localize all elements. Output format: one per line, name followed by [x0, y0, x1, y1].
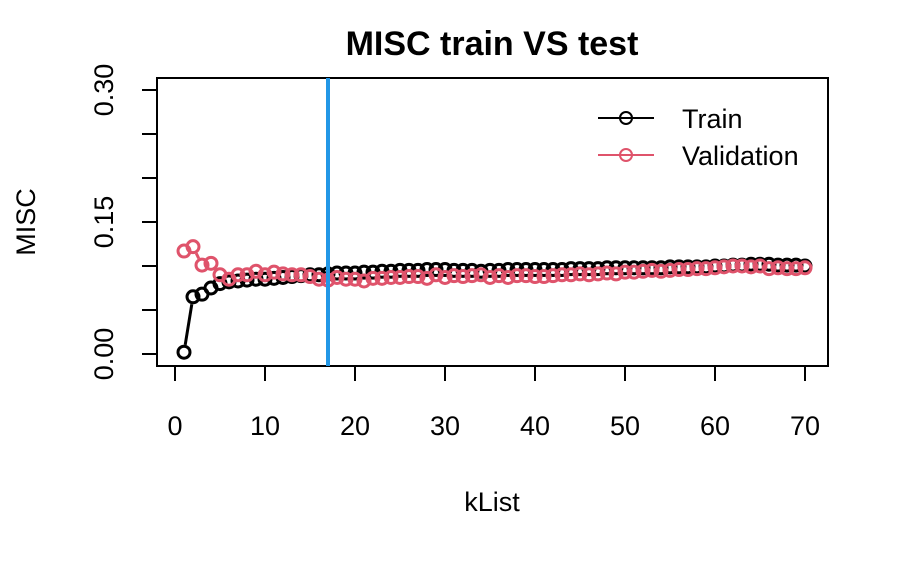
- data-point-validation: [230, 267, 246, 283]
- x-axis-label: kList: [464, 487, 520, 517]
- data-point-validation: [275, 266, 291, 282]
- legend-marker-validation: [619, 148, 633, 162]
- data-point-validation: [266, 264, 282, 280]
- chart-title: MISC train VS test: [346, 25, 639, 63]
- data-point-validation: [194, 257, 210, 273]
- x-tick-label: 20: [340, 411, 370, 441]
- data-point-validation: [761, 261, 777, 277]
- data-point-validation: [617, 264, 633, 280]
- x-tick-label: 50: [610, 411, 640, 441]
- data-point-validation: [473, 267, 489, 283]
- data-point-validation: [338, 271, 354, 287]
- data-point-validation: [788, 261, 804, 277]
- x-tick-label: 0: [167, 411, 182, 441]
- data-point-validation: [491, 268, 507, 284]
- x-axis: 0 10 20 30 40 50 60 70: [167, 365, 820, 441]
- data-point-validation: [707, 260, 723, 276]
- data-point-validation: [203, 255, 219, 271]
- data-point-validation: [770, 260, 786, 276]
- data-point-validation: [752, 258, 768, 274]
- data-point-validation: [374, 270, 390, 286]
- data-point-validation: [572, 266, 588, 282]
- data-point-validation: [590, 266, 606, 282]
- series-validation: [176, 239, 813, 289]
- x-tick-label: 40: [520, 411, 550, 441]
- data-point-validation: [716, 259, 732, 275]
- data-point-validation: [185, 239, 201, 255]
- y-axis: 0.00 0.15 0.30: [89, 64, 158, 381]
- data-point-validation: [554, 267, 570, 283]
- data-point-validation: [626, 264, 642, 280]
- data-point-validation: [329, 269, 345, 285]
- data-point-validation: [383, 269, 399, 285]
- data-point-validation: [545, 268, 561, 284]
- data-point-validation: [509, 268, 525, 284]
- data-point-validation: [311, 271, 327, 287]
- legend-item-train: Train: [598, 104, 743, 134]
- data-point-validation: [653, 263, 669, 279]
- data-point-train: [491, 262, 507, 278]
- y-tick-label: 0.00: [89, 328, 119, 381]
- series-segment-validation: [194, 252, 201, 260]
- x-tick-label: 60: [700, 411, 730, 441]
- data-point-validation: [365, 270, 381, 286]
- series-segment-train: [183, 303, 194, 346]
- legend-label-train: Train: [682, 104, 743, 134]
- data-point-validation: [743, 259, 759, 275]
- data-point-validation: [428, 267, 444, 283]
- data-point-train: [185, 289, 201, 305]
- legend-marker-train: [619, 111, 633, 125]
- data-point-validation: [725, 258, 741, 274]
- data-point-validation: [257, 267, 273, 283]
- data-point-validation: [635, 263, 651, 279]
- data-point-validation: [293, 267, 309, 283]
- data-point-validation: [302, 269, 318, 285]
- data-point-validation: [455, 269, 471, 285]
- series-layer: [176, 239, 813, 360]
- data-point-validation: [446, 268, 462, 284]
- data-point-validation: [356, 273, 372, 289]
- data-point-validation: [734, 258, 750, 274]
- x-tick-label: 10: [250, 411, 280, 441]
- data-point-validation: [536, 269, 552, 285]
- y-tick-label: 0.30: [89, 64, 119, 117]
- data-point-validation: [599, 265, 615, 281]
- y-tick-label: 0.15: [89, 196, 119, 249]
- data-point-validation: [392, 269, 408, 285]
- x-tick-label: 30: [430, 411, 460, 441]
- data-point-validation: [518, 268, 534, 284]
- legend-item-validation: Validation: [598, 141, 799, 171]
- data-point-validation: [608, 266, 624, 282]
- data-point-validation: [527, 269, 543, 285]
- data-point-validation: [779, 261, 795, 277]
- data-point-validation: [563, 267, 579, 283]
- data-point-train: [176, 344, 192, 360]
- data-point-validation: [671, 262, 687, 278]
- data-point-validation: [689, 261, 705, 277]
- x-tick-label: 70: [790, 411, 820, 441]
- data-point-validation: [410, 269, 426, 285]
- data-point-validation: [437, 269, 453, 285]
- data-point-train: [428, 262, 444, 278]
- data-point-validation: [347, 271, 363, 287]
- data-point-validation: [662, 262, 678, 278]
- data-point-validation: [644, 262, 660, 278]
- data-point-validation: [680, 262, 696, 278]
- y-axis-label: MISC: [11, 188, 41, 256]
- data-point-validation: [284, 267, 300, 283]
- data-point-validation: [482, 269, 498, 285]
- data-point-validation: [581, 267, 597, 283]
- data-point-validation: [401, 269, 417, 285]
- legend-label-validation: Validation: [682, 141, 799, 171]
- data-point-validation: [698, 261, 714, 277]
- data-point-validation: [797, 260, 813, 276]
- data-point-validation: [500, 269, 516, 285]
- legend: Train Validation: [598, 104, 799, 171]
- data-point-validation: [464, 268, 480, 284]
